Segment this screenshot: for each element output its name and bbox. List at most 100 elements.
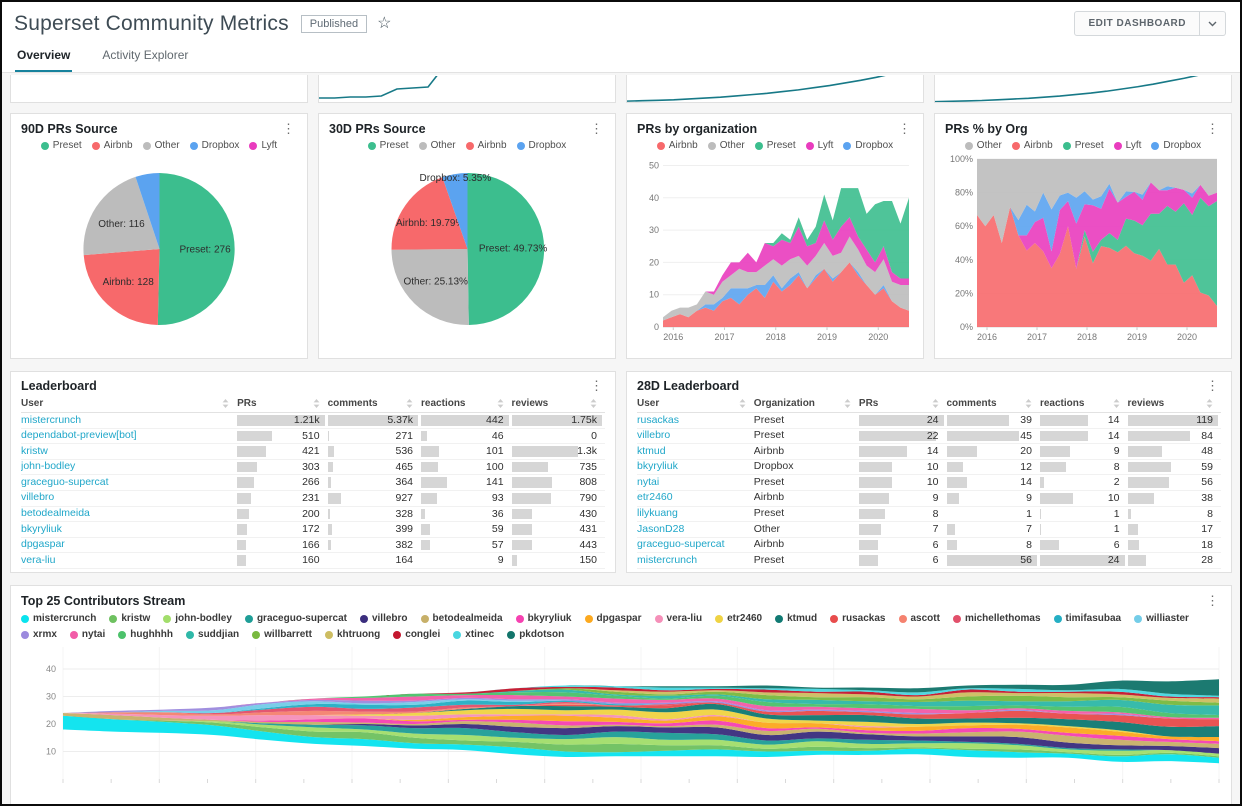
pie-slice-other[interactable] bbox=[83, 176, 160, 256]
stream-series-etr2460[interactable] bbox=[63, 708, 1219, 738]
stream-series-nytai[interactable] bbox=[63, 694, 1219, 720]
legend-item-xtinec[interactable]: xtinec bbox=[453, 629, 494, 640]
stream-series-xrmx[interactable] bbox=[63, 697, 1219, 720]
user-link[interactable]: mistercrunch bbox=[637, 553, 698, 566]
stream-series-kristw[interactable] bbox=[63, 715, 1219, 758]
legend-item-timifasubaa[interactable]: timifasubaa bbox=[1053, 613, 1121, 624]
column-header-prs[interactable]: PRs bbox=[859, 398, 947, 409]
kebab-menu-icon[interactable]: ⋮ bbox=[1206, 121, 1219, 136]
legend-item-nytai[interactable]: nytai bbox=[69, 629, 105, 640]
area-series-dropbox[interactable] bbox=[977, 182, 1217, 252]
legend-item-vera-liu[interactable]: vera-liu bbox=[654, 613, 702, 624]
area-series-airbnb[interactable] bbox=[977, 207, 1217, 327]
kebab-menu-icon[interactable]: ⋮ bbox=[590, 378, 603, 393]
tab-overview[interactable]: Overview bbox=[15, 41, 73, 72]
legend-item-kristw[interactable]: kristw bbox=[109, 613, 150, 624]
legend-item-preset[interactable]: Preset bbox=[367, 140, 409, 151]
legend-item-dropbox[interactable]: Dropbox bbox=[189, 140, 239, 151]
user-link[interactable]: betodealmeida bbox=[21, 507, 90, 520]
legend-item-lyft[interactable]: Lyft bbox=[1113, 140, 1141, 151]
column-header-prs[interactable]: PRs bbox=[237, 398, 328, 409]
user-link[interactable]: ktmud bbox=[637, 444, 666, 457]
legend-item-graceguo-supercat[interactable]: graceguo-supercat bbox=[244, 613, 347, 624]
column-header-reviews[interactable]: reviews bbox=[1128, 398, 1221, 409]
column-header-user[interactable]: User bbox=[21, 398, 237, 409]
column-header-reactions[interactable]: reactions bbox=[421, 398, 512, 409]
legend-item-pkdotson[interactable]: pkdotson bbox=[507, 629, 564, 640]
published-badge[interactable]: Published bbox=[300, 14, 368, 33]
stream-series-suddjian[interactable] bbox=[63, 689, 1219, 716]
stream-series-john-bodley[interactable] bbox=[63, 715, 1219, 757]
kebab-menu-icon[interactable]: ⋮ bbox=[590, 121, 603, 136]
legend-item-lyft[interactable]: Lyft bbox=[805, 140, 833, 151]
legend-item-airbnb[interactable]: Airbnb bbox=[91, 140, 133, 151]
area-series-lyft[interactable] bbox=[977, 182, 1217, 269]
legend-item-other[interactable]: Other bbox=[418, 140, 456, 151]
user-link[interactable]: lilykuang bbox=[637, 507, 678, 520]
user-link[interactable]: mistercrunch bbox=[21, 413, 82, 426]
stream-series-betodealmeida[interactable] bbox=[63, 713, 1219, 749]
pie-slice-other[interactable] bbox=[391, 249, 469, 326]
pie-slice-airbnb[interactable] bbox=[391, 177, 468, 250]
legend-item-willbarrett[interactable]: willbarrett bbox=[252, 629, 312, 640]
legend-item-dropbox[interactable]: Dropbox bbox=[1151, 140, 1201, 151]
pie-slice-airbnb[interactable] bbox=[83, 249, 160, 325]
tab-activity-explorer[interactable]: Activity Explorer bbox=[102, 48, 189, 62]
column-header-reviews[interactable]: reviews bbox=[512, 398, 605, 409]
legend-item-john-bodley[interactable]: john-bodley bbox=[163, 613, 232, 624]
user-link[interactable]: rusackas bbox=[637, 413, 680, 426]
legend-item-hughhhh[interactable]: hughhhh bbox=[118, 629, 173, 640]
legend-item-airbnb[interactable]: Airbnb bbox=[465, 140, 507, 151]
legend-item-rusackas[interactable]: rusackas bbox=[830, 613, 886, 624]
user-link[interactable]: bkyryliuk bbox=[21, 522, 62, 535]
legend-item-other[interactable]: Other bbox=[964, 140, 1002, 151]
legend-item-williaster[interactable]: williaster bbox=[1134, 613, 1189, 624]
column-header-organization[interactable]: Organization bbox=[754, 398, 859, 409]
stream-series-rusackas[interactable] bbox=[63, 702, 1219, 727]
area-series-other[interactable] bbox=[663, 236, 909, 321]
stream-series-timifasubaa[interactable] bbox=[63, 700, 1219, 720]
stream-series-mistercrunch[interactable] bbox=[63, 715, 1219, 764]
legend-item-conglei[interactable]: conglei bbox=[393, 629, 440, 640]
legend-item-airbnb[interactable]: Airbnb bbox=[1011, 140, 1053, 151]
legend-item-other[interactable]: Other bbox=[707, 140, 745, 151]
user-link[interactable]: bkyryliuk bbox=[637, 460, 678, 473]
stream-series-khtruong[interactable] bbox=[63, 688, 1219, 713]
stream-series-bkyryliuk[interactable] bbox=[63, 713, 1219, 744]
column-header-reactions[interactable]: reactions bbox=[1040, 398, 1128, 409]
legend-item-betodealmeida[interactable]: betodealmeida bbox=[420, 613, 503, 624]
user-link[interactable]: JasonD28 bbox=[637, 522, 685, 535]
legend-item-preset[interactable]: Preset bbox=[754, 140, 796, 151]
area-series-airbnb[interactable] bbox=[663, 262, 909, 327]
area-series-preset[interactable] bbox=[663, 188, 909, 318]
user-link[interactable]: villebro bbox=[21, 491, 55, 504]
pie-slice-preset[interactable] bbox=[157, 173, 235, 326]
column-header-user[interactable]: User bbox=[637, 398, 754, 409]
user-link[interactable]: dependabot-preview[bot] bbox=[21, 429, 137, 442]
legend-item-xrmx[interactable]: xrmx bbox=[21, 629, 57, 640]
area-series-preset[interactable] bbox=[977, 197, 1217, 306]
kebab-menu-icon[interactable]: ⋮ bbox=[282, 121, 295, 136]
column-header-comments[interactable]: comments bbox=[328, 398, 421, 409]
legend-item-dropbox[interactable]: Dropbox bbox=[516, 140, 566, 151]
user-link[interactable]: nytai bbox=[637, 475, 660, 488]
stream-series-dpgaspar[interactable] bbox=[63, 713, 1219, 742]
pie-slice-preset[interactable] bbox=[467, 172, 545, 325]
dashboard-menu-caret-button[interactable] bbox=[1200, 11, 1226, 36]
stream-series-graceguo-supercat[interactable] bbox=[63, 715, 1219, 754]
legend-item-lyft[interactable]: Lyft bbox=[249, 140, 277, 151]
user-link[interactable]: etr2460 bbox=[637, 491, 673, 504]
pie-slice-dropbox[interactable] bbox=[442, 173, 468, 249]
stream-series-vera-liu[interactable] bbox=[63, 713, 1219, 738]
legend-item-dpgaspar[interactable]: dpgaspar bbox=[584, 613, 642, 624]
user-link[interactable]: john-bodley bbox=[21, 460, 76, 473]
legend-item-bkyryliuk[interactable]: bkyryliuk bbox=[515, 613, 572, 624]
user-link[interactable]: kristw bbox=[21, 444, 48, 457]
kebab-menu-icon[interactable]: ⋮ bbox=[898, 121, 911, 136]
favorite-star-icon[interactable]: ☆ bbox=[377, 14, 392, 32]
column-header-comments[interactable]: comments bbox=[947, 398, 1040, 409]
legend-item-other[interactable]: Other bbox=[142, 140, 180, 151]
area-series-other[interactable] bbox=[977, 159, 1217, 243]
stream-series-williaster[interactable] bbox=[63, 699, 1219, 720]
kebab-menu-icon[interactable]: ⋮ bbox=[1206, 593, 1219, 608]
